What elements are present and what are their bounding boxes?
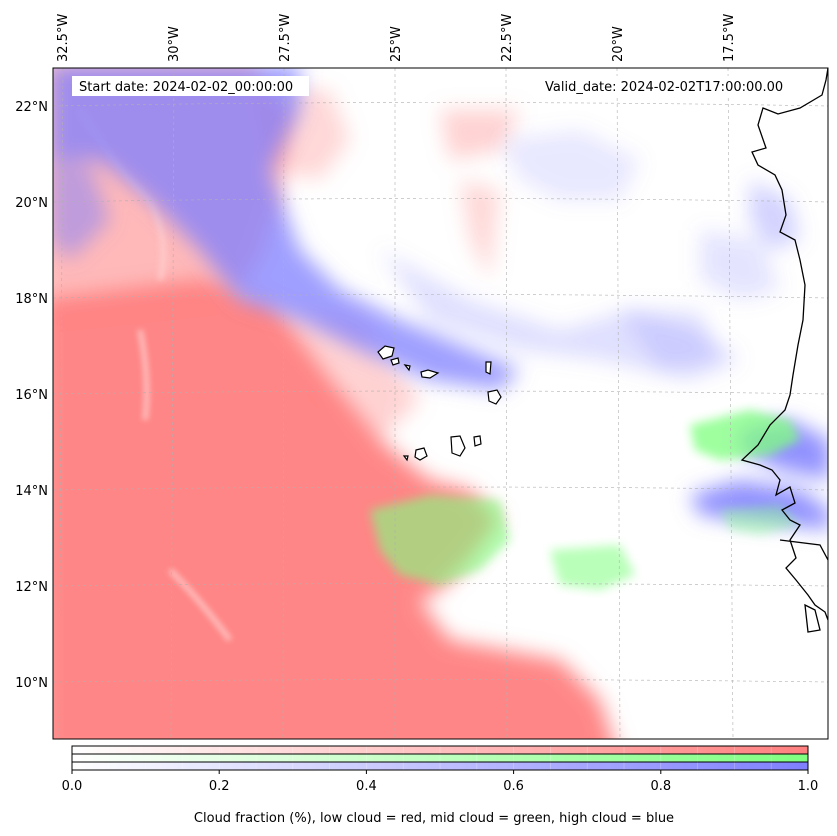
colorbar-label: Cloud fraction (%), low cloud = red, mid… <box>194 811 674 826</box>
coastline <box>740 68 828 633</box>
lon-label: 17.5°W <box>722 14 737 62</box>
colorbar-high-cloud <box>72 762 808 770</box>
colorbar-mid-cloud <box>72 754 808 762</box>
lat-label: 18°N <box>15 292 48 307</box>
colorbar-tick-label: 1.0 <box>798 779 819 794</box>
latitude-labels: 22°N 20°N 18°N 16°N 14°N 12°N 10°N <box>15 100 48 691</box>
lon-label: 25°W <box>389 26 404 62</box>
lat-label: 12°N <box>15 580 48 595</box>
lat-label: 16°N <box>15 388 48 403</box>
lon-label: 30°W <box>167 26 182 62</box>
graticule <box>53 68 828 739</box>
high-cloud-layer <box>53 68 828 530</box>
lat-label: 20°N <box>15 196 48 211</box>
colorbar: 0.0 0.2 0.4 0.6 0.8 1.0 Cloud fraction (%), l… <box>62 745 819 826</box>
valid-date-box <box>538 76 806 96</box>
lon-label: 27.5°W <box>278 14 293 62</box>
cape-verde-islands <box>377 345 502 462</box>
start-date-label: Start date: 2024-02-02_00:00:00 <box>79 80 293 95</box>
longitude-labels: 32.5°W 30°W 27.5°W 25°W 22.5°W 20°W 17.5… <box>56 14 737 62</box>
valid-date-label: Valid_date: 2024-02-02T17:00:00.00 <box>545 80 783 95</box>
lat-label: 14°N <box>15 484 48 499</box>
start-date-box <box>72 76 309 96</box>
lon-label: 22.5°W <box>500 14 515 62</box>
lat-label: 22°N <box>15 100 48 115</box>
colorbar-tick-label: 0.2 <box>209 779 230 794</box>
map-panel: Start date: 2024-02-02_00:00:00 Valid_da… <box>52 67 829 740</box>
lon-label: 32.5°W <box>56 14 71 62</box>
colorbar-low-cloud <box>72 746 808 754</box>
colorbar-tick-label: 0.0 <box>62 779 83 794</box>
colorbar-ticks: 0.0 0.2 0.4 0.6 0.8 1.0 <box>62 770 819 794</box>
colorbar-tick-label: 0.6 <box>503 779 524 794</box>
mid-cloud-layer <box>370 410 800 590</box>
colorbar-tick-label: 0.8 <box>650 779 671 794</box>
colorbar-tick-label: 0.4 <box>356 779 377 794</box>
lat-label: 10°N <box>15 676 48 691</box>
lon-label: 20°W <box>611 26 626 62</box>
